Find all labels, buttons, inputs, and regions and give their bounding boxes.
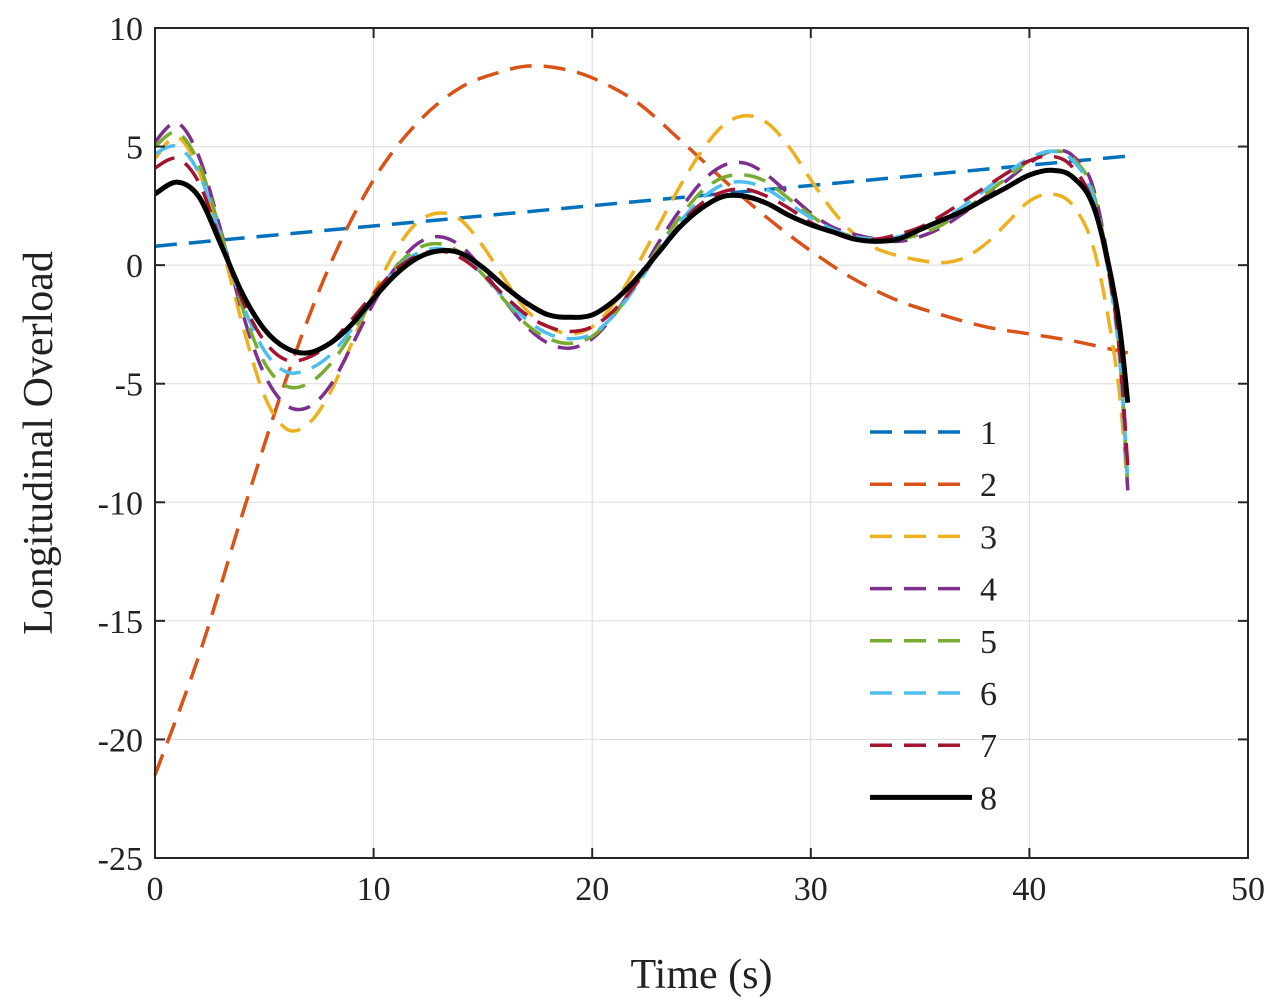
y-tick-label: -5: [115, 367, 143, 404]
x-tick-label: 30: [794, 871, 828, 908]
y-tick-label: -15: [98, 604, 143, 641]
x-axis-title: Time (s): [631, 952, 773, 998]
x-tick-label: 40: [1012, 871, 1046, 908]
series-line-1: [154, 154, 1128, 248]
legend: 1 2 3 4 5 6 7 8: [870, 415, 997, 817]
legend-label-6: 6: [980, 676, 997, 713]
plot-area-border: [154, 27, 1249, 859]
series-line-3: [153, 113, 1130, 491]
x-tick-label: 50: [1231, 871, 1265, 908]
legend-label-7: 7: [980, 728, 997, 765]
series-line-8: [153, 167, 1131, 403]
y-tick-label: 5: [126, 130, 143, 167]
legend-label-3: 3: [980, 519, 997, 556]
series-line-2: [153, 64, 1129, 776]
y-tick-label: -10: [98, 485, 143, 522]
y-tick-label: 10: [109, 11, 143, 48]
legend-label-4: 4: [980, 572, 997, 609]
y-axis-title: Longitudinal Overload: [16, 251, 62, 635]
legend-label-8: 8: [980, 780, 997, 817]
legend-label-1: 1: [980, 415, 997, 452]
x-tick-label: 20: [575, 871, 609, 908]
x-tick-label: 0: [147, 871, 164, 908]
x-tick-label: 10: [357, 871, 391, 908]
series-line-6: [154, 144, 1130, 479]
series-line-5: [153, 130, 1130, 486]
y-tick-label: -20: [98, 722, 143, 759]
legend-label-2: 2: [980, 467, 997, 504]
series-lines: [153, 64, 1131, 776]
y-tick-label: 0: [126, 248, 143, 285]
y-tick-label: -25: [98, 841, 143, 878]
legend-label-5: 5: [980, 624, 997, 661]
